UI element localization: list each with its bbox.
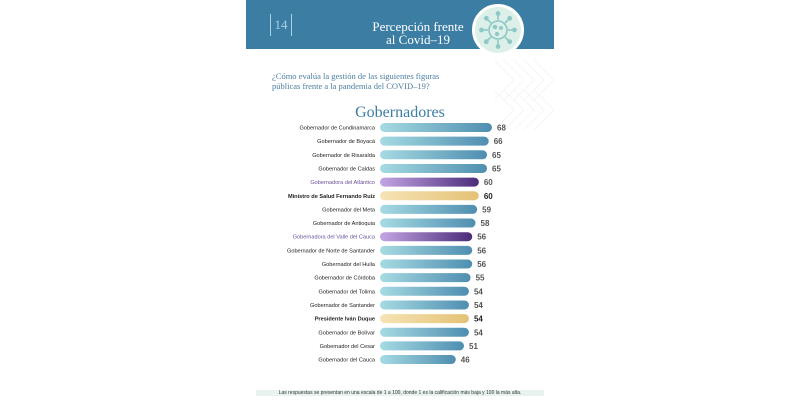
value-label: 54 [474,315,483,324]
value-label: 60 [484,178,493,187]
bar [380,163,488,173]
value-label: 65 [492,151,501,160]
value-label: 54 [474,287,483,296]
category-label: Gobernadora del Valle del Cauca [293,235,376,241]
value-label: 54 [474,328,483,337]
survey-question: ¿Cómo evalúa la gestión de las siguiente… [272,71,492,91]
value-label: 68 [497,124,506,133]
value-label: 55 [476,274,485,283]
bar [380,136,489,146]
value-label: 59 [482,205,491,214]
category-label: Gobernador de Cundinamarca [299,126,375,132]
category-label: Presidente Iván Duque [315,317,375,323]
category-label: Gobernador de Santander [310,303,375,309]
category-label: Ministro de Salud Fernando Ruiz [288,194,375,200]
category-label: Gobernador del Huila [322,262,376,268]
bar [380,300,469,310]
bar [380,218,476,228]
bar [380,273,471,283]
bar [380,150,488,160]
bar [380,286,469,296]
value-label: 56 [477,246,486,255]
report-page: 14 Percepción frente al Covid–19 [246,0,554,400]
category-label: Gobernador del Cauca [318,358,375,364]
ratings-bar-chart: Gobernador de Cundinamarca 68 Gobernador d… [287,123,506,365]
page-title-line-1: Percepción frente [372,19,464,34]
value-label: 54 [474,301,483,310]
category-label: Gobernador de Risaralda [312,153,376,159]
bar [380,191,479,201]
bar [380,204,478,214]
bar [380,123,492,132]
category-label: Gobernador de Norte de Santander [287,248,375,254]
category-label: Gobernador del Cesar [320,344,375,350]
bar [380,341,464,351]
bar [380,177,479,187]
bar [380,232,473,242]
value-label: 60 [484,192,493,201]
bar [380,259,473,269]
value-label: 66 [494,137,503,146]
bar [380,245,473,255]
page-title-line-2: al Covid–19 [386,32,450,47]
category-label: Gobernador del Meta [322,207,376,213]
page-number: 14 [270,14,292,36]
value-label: 51 [469,342,478,351]
survey-question-line-1: ¿Cómo evalúa la gestión de las siguiente… [272,71,440,81]
category-label: Gobernador de Caldas [318,166,375,172]
category-label: Gobernador de Bolívar [318,330,375,336]
value-label: 56 [477,260,486,269]
value-label: 65 [492,164,501,173]
category-label: Gobernador de Antioquia [313,221,376,227]
category-label: Gobernadora del Atlántico [310,180,375,186]
category-label: Gobernador de Córdoba [314,276,376,282]
category-label: Gobernador de Boyacá [317,139,376,145]
bar [380,327,469,337]
value-label: 46 [461,356,470,365]
value-label: 58 [481,219,490,228]
virus-icon [472,4,524,56]
bar [380,355,456,365]
bar [380,314,469,324]
page-title: Percepción frente al Covid–19 [356,20,480,46]
chart-title: Gobernadores [355,104,445,121]
survey-question-line-2: públicas frente a la pandemia del COVID–… [272,81,430,91]
category-label: Gobernador del Tolima [319,289,376,295]
value-label: 56 [477,233,486,242]
decorative-pattern [494,59,554,130]
footer-note: Las respuestas se presentan en una escal… [256,390,544,396]
